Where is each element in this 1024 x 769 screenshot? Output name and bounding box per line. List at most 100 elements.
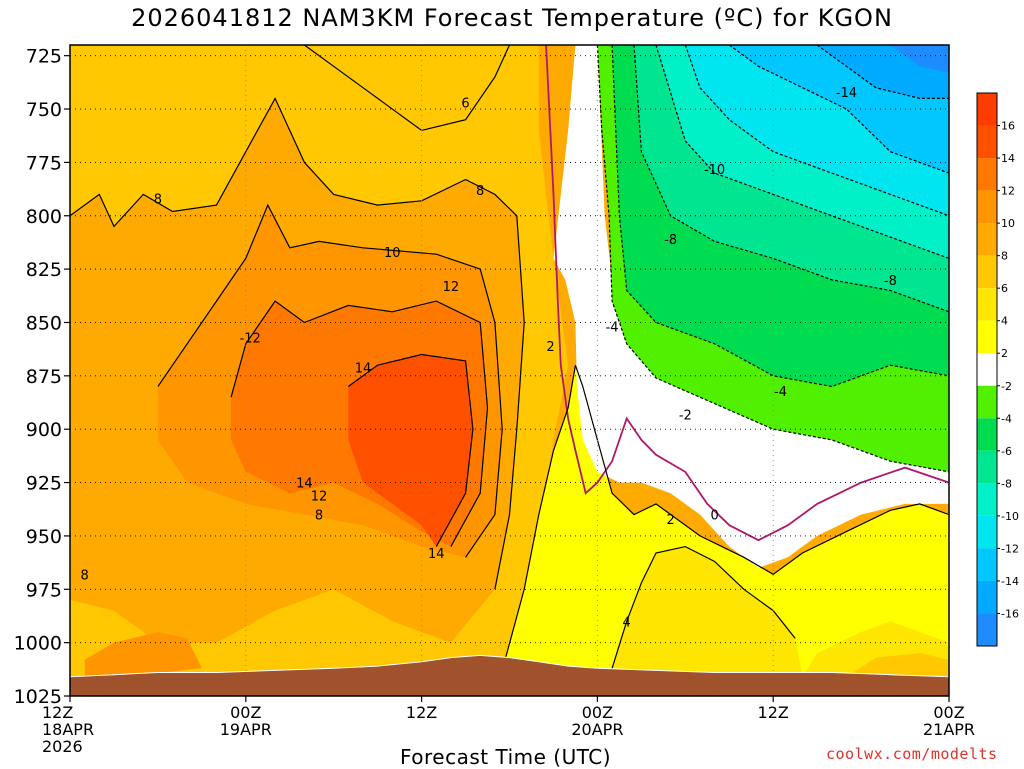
- isotherm-lines: [70, 45, 949, 671]
- contour-label-0: 6: [461, 97, 469, 112]
- y-tick-label-775: 775: [26, 152, 62, 174]
- y-tick-label-750: 750: [26, 99, 62, 121]
- x-tick-label-12-1: 19APR: [220, 720, 272, 739]
- x-axis-title: Forecast Time (UTC): [400, 745, 612, 769]
- y-tick-label-975: 975: [26, 579, 62, 601]
- temp-region--17-18: [890, 45, 949, 73]
- plot-border: [69, 44, 950, 697]
- colorbar-label--2: -2: [1001, 380, 1012, 393]
- contour-label-19: -10: [704, 163, 725, 178]
- colorbar-band--10--8: [977, 483, 997, 516]
- colorbar-label-8: 8: [1001, 250, 1008, 263]
- colorbar-label--4: -4: [1001, 412, 1012, 425]
- colorbar-band--18--16: [977, 613, 997, 646]
- colorbar-label--8: -8: [1001, 477, 1012, 490]
- y-tick-label-850: 850: [26, 312, 62, 334]
- contour-label-14: -2: [679, 408, 692, 423]
- x-tick-label-48-0: 12Z: [758, 703, 789, 722]
- x-tick-label-0-1: 18APR: [42, 720, 94, 739]
- contour-label-4: 12: [443, 280, 460, 295]
- contour-label-18: -8: [664, 233, 677, 248]
- colorbar-band-16-18: [977, 93, 997, 126]
- contour-label-12: 2: [546, 340, 554, 355]
- isotherm--12-13: [728, 45, 949, 174]
- isotherm--2-8: [596, 45, 949, 473]
- isotherm--6-10: [633, 45, 949, 313]
- temp-region-11-5: [84, 632, 202, 677]
- chart-title: 2026041812 NAM3KM Forecast Temperature (…: [131, 4, 893, 32]
- source-credit: coolwx.com/modelts: [826, 745, 998, 763]
- colorbar-label--10: -10: [1001, 510, 1019, 523]
- contour-label-2: 8: [476, 184, 484, 199]
- colorbar-band--12--10: [977, 515, 997, 549]
- y-tick-label-925: 925: [26, 473, 62, 495]
- y-tick-label-875: 875: [26, 366, 62, 388]
- contour-label-8: 12: [311, 489, 328, 504]
- isotherm--4-9: [611, 45, 949, 388]
- colorbar-band-6-8: [977, 255, 997, 289]
- isotherm--14-14: [816, 45, 949, 100]
- y-axis: 725 750 775 800 825 850 875 900 925 950 975 1000 102…: [14, 46, 70, 708]
- colorbar-border: [976, 92, 998, 647]
- colorbar-band-10-12: [977, 190, 997, 224]
- colorbar-band-14-16: [977, 125, 997, 159]
- colorbar-band--8--6: [977, 450, 997, 484]
- colorbar-label--12: -12: [1001, 542, 1019, 555]
- colorbar-band-4-6: [977, 288, 997, 321]
- contour-label-22: -4: [774, 385, 787, 400]
- colorbar-band-2-4: [977, 320, 997, 354]
- temp-region-15-4: [348, 354, 473, 547]
- colorbar-band--4--2: [977, 385, 997, 419]
- terrain-fill: [70, 654, 949, 696]
- colorbar-band--16--14: [977, 580, 997, 614]
- contour-label-20: -14: [836, 86, 857, 101]
- colorbar-label-10: 10: [1001, 217, 1015, 230]
- temp-region-7-9: [846, 653, 949, 677]
- contour-label-16: 0: [710, 509, 718, 524]
- colorbar-band--6--4: [977, 418, 997, 451]
- colorbar-band--2-2: [977, 353, 997, 386]
- colorbar-label-4: 4: [1001, 315, 1008, 328]
- y-tick-label-725: 725: [26, 46, 62, 68]
- isotherm-0: [545, 45, 949, 542]
- contour-label-13: -4: [606, 321, 619, 336]
- contour-label-5: -12: [240, 331, 261, 346]
- isotherm-8-4: [70, 97, 525, 590]
- y-tick-label-800: 800: [26, 206, 62, 228]
- contour-label-3: 10: [384, 246, 401, 261]
- contour-label-10: 8: [81, 568, 89, 583]
- contour-label-21: -8: [884, 274, 897, 289]
- y-tick-label-900: 900: [26, 419, 62, 441]
- x-tick-label-0-0: 12Z: [42, 703, 73, 722]
- colorbar-label-2: 2: [1001, 347, 1008, 360]
- contour-label-7: 14: [296, 477, 313, 492]
- colorbar-legend: 16 14 12 10 8 6 4 2 -2 -4 -6 -8 -10 -12 -14 -16: [976, 92, 1019, 647]
- isotherm-2-1: [501, 365, 949, 671]
- contour-label-11: 14: [428, 547, 445, 562]
- x-tick-label-36-1: 20APR: [571, 720, 623, 739]
- grid: [70, 45, 949, 696]
- colorbar-label--16: -16: [1001, 607, 1019, 620]
- x-tick-label-12-0: 00Z: [230, 703, 261, 722]
- colorbar-band-8-10: [977, 223, 997, 256]
- isotherm--8-11: [655, 45, 949, 259]
- colorbar-band--14--12: [977, 548, 997, 581]
- y-tick-label-825: 825: [26, 259, 62, 281]
- y-tick-label-1025: 1025: [14, 686, 62, 708]
- colorbar-label-14: 14: [1001, 152, 1015, 165]
- terrain-surface: [70, 654, 949, 696]
- isotherm-12-6: [230, 300, 489, 547]
- colorbar-label-6: 6: [1001, 282, 1008, 295]
- temp-region-5-7: [612, 546, 803, 677]
- colorbar-label-16: 16: [1001, 120, 1015, 133]
- x-tick-label-24-0: 12Z: [406, 703, 437, 722]
- contour-label-15: 2: [667, 513, 675, 528]
- isotherm-14-7: [347, 353, 474, 547]
- plot-frame: [69, 44, 950, 697]
- isotherm-4-2: [611, 545, 796, 669]
- x-tick-label-36-0: 00Z: [582, 703, 613, 722]
- temp-region-3-6: [502, 365, 949, 677]
